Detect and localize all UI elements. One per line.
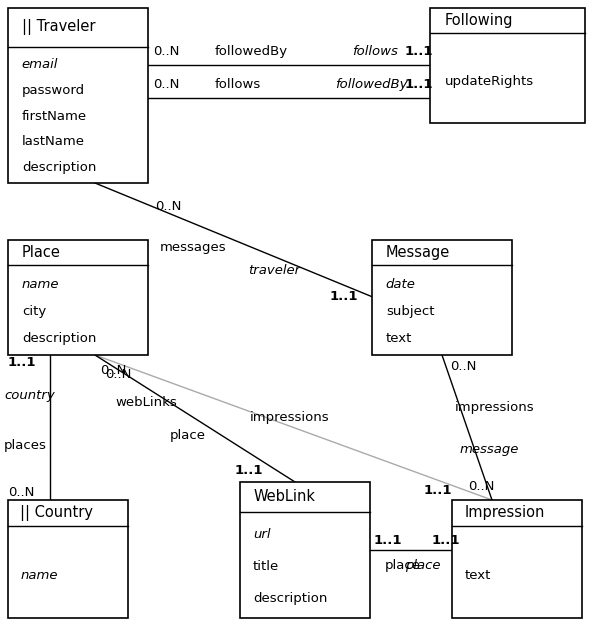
Text: traveler: traveler: [248, 264, 300, 277]
Text: Following: Following: [445, 13, 514, 28]
Text: Place: Place: [22, 245, 61, 260]
Text: place: place: [170, 430, 206, 442]
Text: places: places: [4, 439, 47, 451]
Text: webLinks: webLinks: [115, 396, 177, 408]
Bar: [452, 500, 582, 618]
Text: WebLink: WebLink: [253, 489, 315, 504]
Bar: [240, 482, 370, 618]
Text: url: url: [253, 528, 271, 541]
Text: follows: follows: [215, 78, 261, 91]
Text: subject: subject: [386, 305, 434, 318]
Text: 1..1: 1..1: [329, 289, 358, 303]
Text: || Traveler: || Traveler: [22, 19, 95, 35]
Text: message: message: [460, 444, 520, 456]
Text: 1..1: 1..1: [374, 533, 403, 547]
Text: 1..1: 1..1: [424, 483, 452, 497]
Text: description: description: [253, 592, 328, 605]
Text: name: name: [20, 569, 58, 582]
Bar: [372, 240, 512, 355]
Text: Impression: Impression: [465, 506, 545, 521]
Text: messages: messages: [160, 241, 227, 255]
Text: text: text: [465, 569, 491, 582]
Text: city: city: [22, 305, 46, 318]
Text: 0..N: 0..N: [468, 480, 494, 492]
Text: 0..N: 0..N: [105, 367, 131, 380]
Text: 1..1: 1..1: [235, 463, 263, 477]
Text: impressions: impressions: [250, 411, 329, 425]
Text: email: email: [22, 58, 58, 71]
Text: date: date: [386, 278, 416, 291]
Text: 1..1: 1..1: [405, 45, 433, 58]
Text: 0..N: 0..N: [153, 78, 179, 91]
Text: 1..1: 1..1: [432, 533, 461, 547]
Text: 0..N: 0..N: [8, 487, 34, 499]
Bar: [430, 8, 585, 123]
Text: lastName: lastName: [22, 135, 85, 149]
Text: || Country: || Country: [20, 505, 94, 521]
Text: 0..N: 0..N: [155, 200, 181, 214]
Text: followedBy: followedBy: [335, 78, 407, 91]
Text: description: description: [22, 161, 96, 174]
Text: followedBy: followedBy: [215, 45, 288, 58]
Text: follows: follows: [352, 45, 398, 58]
Text: 1..1: 1..1: [405, 78, 433, 91]
Text: place: place: [405, 559, 440, 571]
Text: firstName: firstName: [22, 109, 87, 123]
Text: text: text: [386, 332, 412, 345]
Text: 0..N: 0..N: [100, 363, 127, 377]
Text: description: description: [22, 332, 96, 345]
Bar: [8, 240, 148, 355]
Text: impressions: impressions: [455, 401, 535, 415]
Bar: [8, 8, 148, 183]
Text: title: title: [253, 560, 280, 573]
Text: country: country: [4, 389, 55, 401]
Text: name: name: [22, 278, 59, 291]
Text: password: password: [22, 84, 85, 97]
Bar: [8, 500, 128, 618]
Text: updateRights: updateRights: [445, 75, 534, 88]
Text: 0..N: 0..N: [450, 360, 476, 372]
Text: place: place: [385, 559, 421, 571]
Text: 0..N: 0..N: [153, 45, 179, 58]
Text: Message: Message: [386, 245, 450, 260]
Text: 1..1: 1..1: [8, 355, 37, 368]
